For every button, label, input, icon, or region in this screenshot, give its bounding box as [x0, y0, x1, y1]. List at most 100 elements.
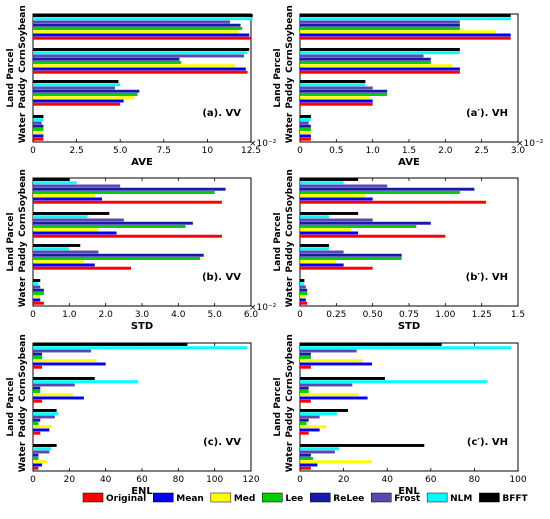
x-tick-label: 2.0 — [99, 310, 114, 320]
bar-water-frost — [33, 450, 50, 454]
bar-paddy-lee — [300, 257, 402, 260]
panel-title: (c′). VH — [467, 437, 508, 448]
y-group-label: Land Parcel — [273, 48, 283, 107]
bar-paddy-lee — [300, 422, 307, 425]
bar-corn-relee — [300, 221, 431, 225]
bar-soybean-nlm — [300, 346, 512, 350]
bar-paddy-lee — [300, 93, 388, 96]
bar-soybean-mean — [33, 362, 106, 366]
bar-corn-nlm — [300, 215, 330, 219]
bar-water-mean — [33, 463, 43, 467]
bar-water-nlm — [300, 118, 311, 122]
y-group-label: Land Parcel — [273, 212, 283, 271]
y-category-label-water: Water — [285, 441, 295, 472]
bar-corn-relee — [33, 57, 180, 61]
bar-soybean-original — [300, 200, 487, 204]
bar-paddy-mean — [33, 428, 50, 432]
chart-panel-6: 0 20 40 60 80 100 ENL (c′). VH Land ParcelSoybea… — [273, 334, 527, 497]
bar-water-relee — [33, 453, 39, 457]
bar-paddy-nlm — [300, 83, 366, 87]
bar-soybean-lee — [300, 191, 460, 194]
bar-corn-relee — [300, 386, 309, 390]
bar-soybean-original — [300, 365, 311, 369]
bar-corn-mean — [33, 396, 84, 400]
bar-water-lee — [300, 128, 311, 131]
x-tick-label: 80 — [173, 475, 185, 485]
bar-corn-med — [300, 393, 359, 397]
bar-water-lee — [300, 457, 314, 460]
bar-paddy-bfft — [33, 409, 57, 412]
bar-soybean-bfft — [300, 178, 359, 181]
y-category-label-paddy: Paddy — [18, 77, 28, 108]
bar-paddy-lee — [33, 257, 201, 260]
legend-label-bfft: BFFT — [502, 494, 528, 504]
x-tick-label: 7.5 — [157, 146, 171, 156]
bar-paddy-original — [300, 431, 309, 435]
bar-soybean-nlm — [300, 181, 344, 185]
x-tick-label: 120 — [242, 475, 259, 485]
bar-water-med — [300, 131, 311, 135]
bar-water-lee — [300, 292, 308, 295]
bar-soybean-bfft — [33, 343, 188, 346]
bar-corn-original — [300, 70, 460, 74]
bar-paddy-nlm — [33, 83, 121, 87]
bar-soybean-frost — [300, 184, 388, 188]
bar-water-relee — [300, 288, 308, 292]
bar-paddy-relee — [300, 418, 309, 422]
bar-soybean-mean — [300, 197, 373, 201]
x-tick-label: 1.5 — [511, 310, 525, 320]
bar-paddy-mean — [33, 99, 124, 103]
bar-paddy-mean — [300, 99, 373, 103]
y-category-label-water: Water — [18, 441, 28, 472]
bar-soybean-relee — [300, 187, 475, 191]
y-category-label-corn: Corn — [285, 213, 295, 237]
x-tick-label: 80 — [469, 475, 481, 485]
bar-water-med — [33, 460, 48, 464]
legend-label-med: Med — [234, 494, 256, 504]
panel-title: (b′). VH — [466, 272, 508, 283]
x-tick-label: 1.00 — [435, 310, 455, 320]
y-group-label: Land Parcel — [6, 377, 16, 436]
bar-corn-nlm — [33, 51, 248, 55]
bar-corn-bfft — [300, 212, 359, 215]
bar-paddy-med — [33, 96, 135, 100]
bar-paddy-mean — [300, 428, 320, 432]
legend-label-frost: Frost — [394, 494, 421, 504]
bar-soybean-frost — [33, 349, 92, 353]
bar-soybean-original — [33, 200, 222, 204]
bar-corn-relee — [300, 57, 431, 61]
bar-water-frost — [300, 121, 309, 125]
bar-water-frost — [33, 121, 42, 125]
chart-panel-3: 0 1.0 2.0 3.0 4.0 5.0 6.0×10⁻² STD (b). VV Land P… — [6, 169, 277, 332]
y-category-label-corn: Corn — [285, 378, 295, 402]
x-tick-label: 3.0 — [135, 310, 150, 320]
x-tick-label: 0.5 — [329, 146, 343, 156]
panel-title: (b). VV — [202, 272, 241, 283]
bar-paddy-original — [33, 102, 121, 106]
bar-paddy-nlm — [300, 412, 338, 416]
bar-soybean-mean — [33, 197, 103, 201]
bar-corn-nlm — [300, 51, 460, 55]
bar-corn-frost — [33, 218, 124, 222]
bar-corn-relee — [33, 221, 193, 225]
bar-corn-nlm — [33, 215, 88, 219]
bar-paddy-bfft — [300, 244, 330, 247]
x-tick-label: 1.0 — [366, 146, 381, 156]
bar-soybean-original — [33, 36, 251, 40]
panel-title: (c). VV — [203, 437, 241, 448]
bar-paddy-frost — [300, 415, 320, 419]
bar-water-nlm — [33, 447, 52, 451]
bar-paddy-lee — [33, 93, 138, 96]
bar-corn-mean — [300, 231, 359, 235]
y-category-label-soybean: Soybean — [285, 334, 295, 378]
y-category-label-soybean: Soybean — [285, 5, 295, 49]
bar-paddy-bfft — [33, 80, 119, 83]
bar-corn-nlm — [300, 380, 488, 384]
bar-soybean-nlm — [33, 346, 248, 350]
bar-soybean-bfft — [300, 14, 511, 17]
bar-paddy-mean — [300, 263, 344, 267]
bar-water-original — [300, 466, 311, 470]
bar-corn-bfft — [300, 48, 460, 51]
bar-corn-original — [33, 70, 248, 74]
x-tick-label: 0 — [30, 310, 36, 320]
